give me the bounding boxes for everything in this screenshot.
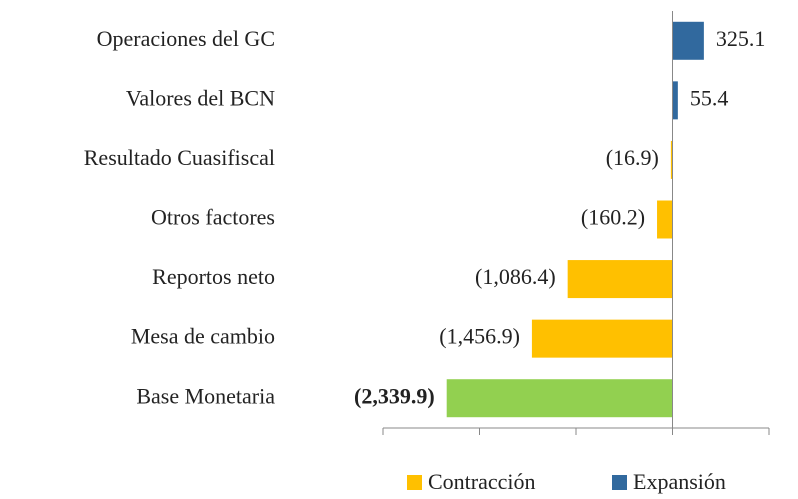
bar [670, 140, 673, 179]
bar [672, 81, 678, 120]
category-label: Resultado Cuasifiscal [84, 145, 275, 170]
value-label: 55.4 [690, 85, 729, 110]
category-label: Base Monetaria [136, 383, 275, 408]
category-label: Otros factores [151, 205, 275, 230]
value-label: (1,086.4) [475, 264, 556, 289]
category-label: Mesa de cambio [131, 324, 275, 349]
legend-swatch [612, 475, 627, 490]
category-label: Reportos neto [152, 264, 275, 289]
category-label: Valores del BCN [126, 85, 275, 110]
bar [657, 200, 673, 239]
value-label: (1,456.9) [439, 324, 520, 349]
value-label: 325.1 [716, 26, 766, 51]
bar [531, 319, 673, 358]
legend-label: Expansión [633, 469, 726, 494]
category-label: Operaciones del GC [97, 26, 275, 51]
bar [567, 260, 673, 299]
value-label: (2,339.9) [354, 383, 435, 408]
legend-swatch [407, 475, 422, 490]
value-label: (160.2) [581, 205, 645, 230]
bar [446, 379, 673, 418]
legend-label: Contracción [428, 469, 536, 494]
bar [672, 21, 704, 60]
value-label: (16.9) [606, 145, 659, 170]
